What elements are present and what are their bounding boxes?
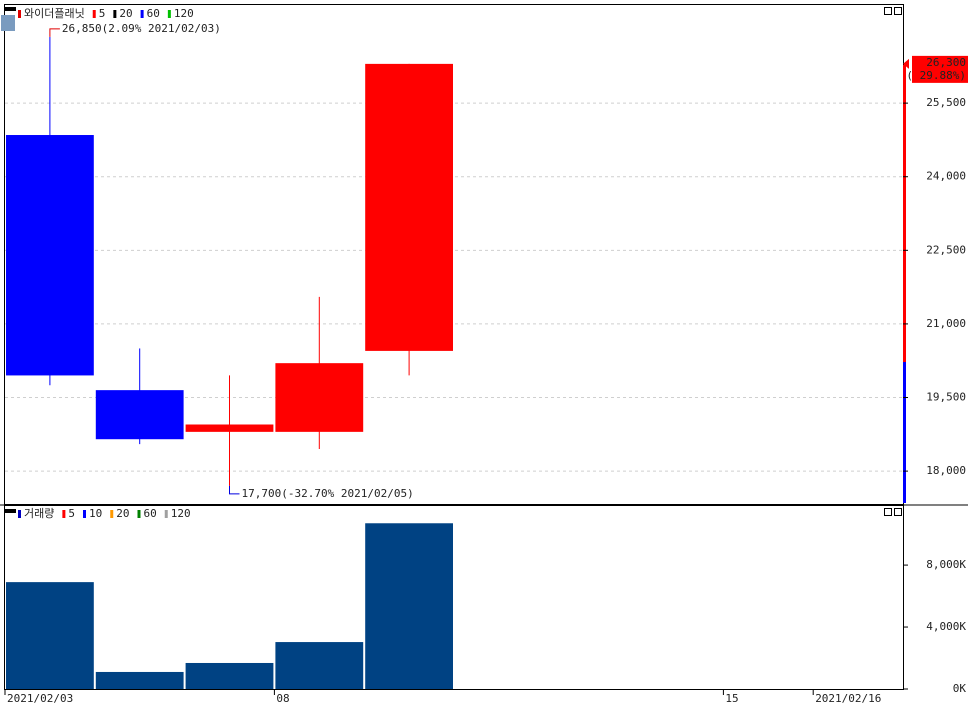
y-tick-label: 18,000 — [926, 464, 966, 477]
legend-swatch — [83, 510, 86, 518]
x-tick-label: 15 — [725, 692, 738, 705]
candle-body — [185, 424, 274, 432]
volume-bar — [365, 523, 453, 689]
legend-label: 120 — [174, 7, 194, 20]
annotation-arrow — [49, 28, 60, 37]
legend-label: 5 — [99, 7, 106, 20]
panel-icon — [5, 7, 16, 11]
legend-swatch — [113, 10, 117, 18]
x-tick-label: 08 — [276, 692, 289, 705]
price-indicator-bar — [903, 362, 906, 503]
volume-bar — [95, 671, 184, 689]
volume-bar — [275, 642, 364, 689]
legend-swatch — [62, 510, 66, 518]
candle-body — [275, 363, 364, 432]
legend-swatch — [18, 10, 21, 18]
legend-swatch — [92, 10, 96, 18]
price-marker-pointer — [903, 58, 909, 69]
y-tick-label: 24,000 — [926, 170, 966, 183]
legend-swatch — [137, 510, 141, 518]
legend-label: 5 — [68, 507, 75, 520]
price-marker-change: ( 29.88%) — [906, 69, 966, 82]
legend-swatch — [167, 10, 171, 18]
y-tick-label: 22,500 — [926, 243, 966, 256]
legend-swatch — [18, 510, 21, 518]
x-tick-label: 2021/02/03 — [7, 692, 73, 705]
y-tick-label: 25,500 — [926, 96, 966, 109]
y-tick-label: 19,500 — [926, 391, 966, 404]
annotation-text: 17,700(-32.70% 2021/02/05) — [242, 487, 414, 500]
legend-label: 거래량 — [24, 507, 54, 520]
panel-icon — [1, 15, 15, 31]
x-tick-label: 2021/02/16 — [815, 692, 881, 705]
panel-icon — [5, 509, 16, 513]
y-tick-label: 0K — [953, 682, 967, 695]
y-tick-label: 4,000K — [926, 620, 966, 633]
legend-swatch — [110, 510, 114, 518]
candle-body — [6, 135, 94, 376]
price-marker-box — [912, 55, 968, 83]
volume-bar — [185, 662, 274, 689]
price-indicator-bar — [903, 65, 906, 362]
legend-label: 60 — [147, 7, 160, 20]
annotation-text: 26,850(2.09% 2021/02/03) — [62, 22, 221, 35]
window-button[interactable] — [884, 508, 892, 516]
window-button[interactable] — [894, 508, 902, 516]
legend-label: 20 — [119, 7, 132, 20]
price-marker-label: 26,300 — [926, 56, 966, 69]
window-button[interactable] — [894, 7, 902, 15]
y-tick-label: 21,000 — [926, 317, 966, 330]
y-tick-label: 8,000K — [926, 558, 966, 571]
annotation-arrow — [229, 485, 240, 495]
candle-body — [95, 390, 184, 440]
window-button[interactable] — [884, 7, 892, 15]
volume-bar — [6, 582, 94, 689]
legend-swatch — [164, 510, 168, 518]
candle-body — [365, 63, 453, 351]
legend-swatch — [140, 10, 144, 18]
legend-label: 와이더플래닛 — [24, 7, 85, 20]
legend-label: 60 — [144, 507, 157, 520]
legend-label: 120 — [171, 507, 191, 520]
legend-label: 20 — [116, 507, 129, 520]
legend-label: 10 — [89, 507, 102, 520]
